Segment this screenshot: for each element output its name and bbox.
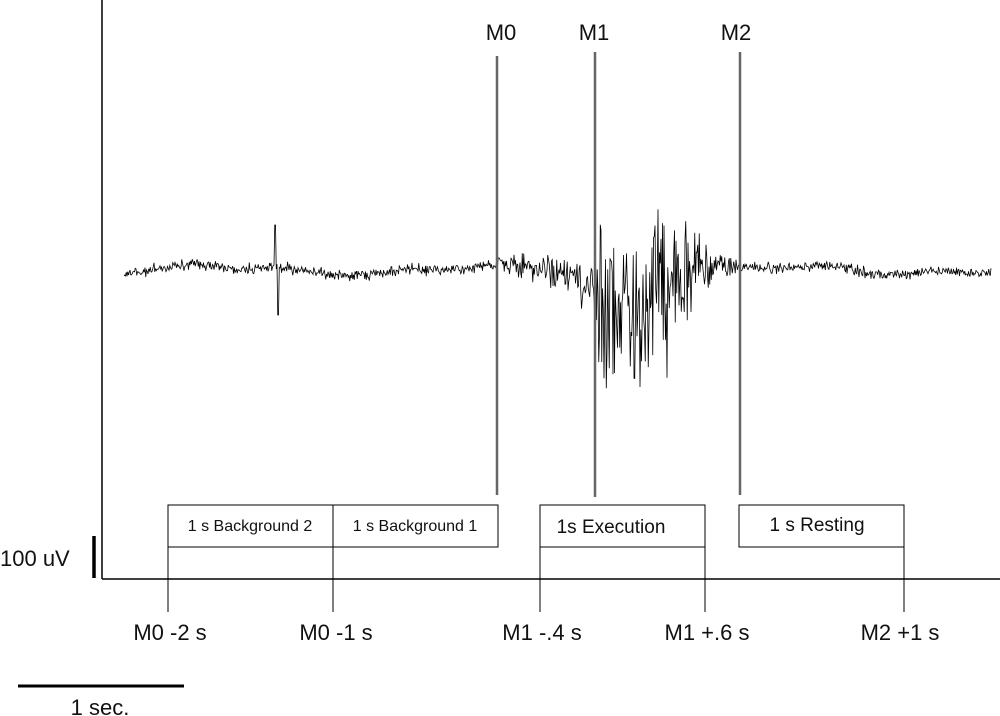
tick-label-m0-minus-2: M0 -2 s bbox=[133, 620, 206, 645]
emg-signal-trace bbox=[123, 209, 992, 389]
tick-label-m1-minus-04: M1 -.4 s bbox=[502, 620, 581, 645]
tick-label-m1-plus-06: M1 +.6 s bbox=[665, 620, 750, 645]
marker-label-m0: M0 bbox=[486, 20, 517, 45]
marker-label-m2: M2 bbox=[721, 20, 752, 45]
window-box-execution bbox=[539, 504, 706, 548]
tick-label-m0-minus-1: M0 -1 s bbox=[299, 620, 372, 645]
window-label-execution: 1s Execution bbox=[557, 517, 666, 538]
tick-label-m2-plus-1: M2 +1 s bbox=[861, 620, 940, 645]
marker-label-m1: M1 bbox=[579, 20, 610, 45]
window-box-resting bbox=[738, 504, 905, 548]
window-box-background1 bbox=[332, 504, 499, 548]
amplitude-scale-label: 100 uV bbox=[0, 546, 70, 571]
window-label-background1: 1 s Background 1 bbox=[353, 518, 478, 535]
window-label-resting: 1 s Resting bbox=[769, 515, 864, 536]
window-label-background2: 1 s Background 2 bbox=[188, 518, 313, 535]
time-scale-label: 1 sec. bbox=[71, 695, 130, 716]
